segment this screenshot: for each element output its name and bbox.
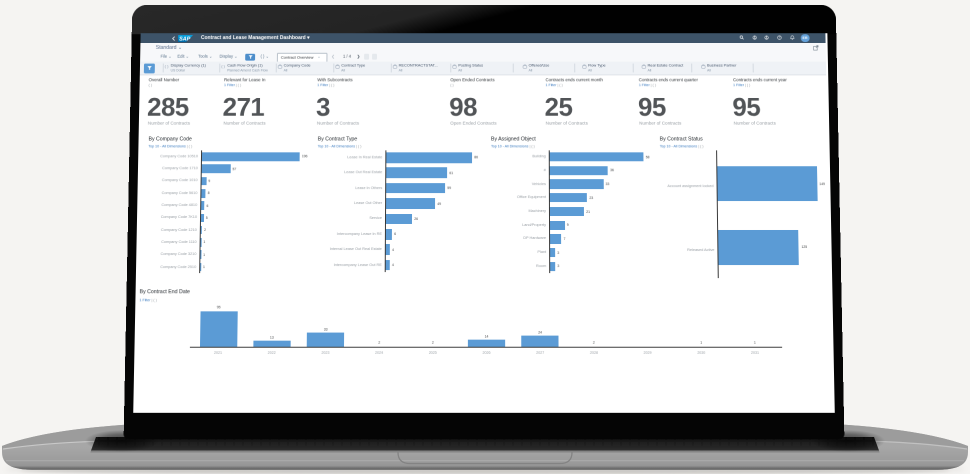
svg-text:?: ?: [779, 37, 781, 41]
svg-text:SAP: SAP: [179, 37, 191, 42]
